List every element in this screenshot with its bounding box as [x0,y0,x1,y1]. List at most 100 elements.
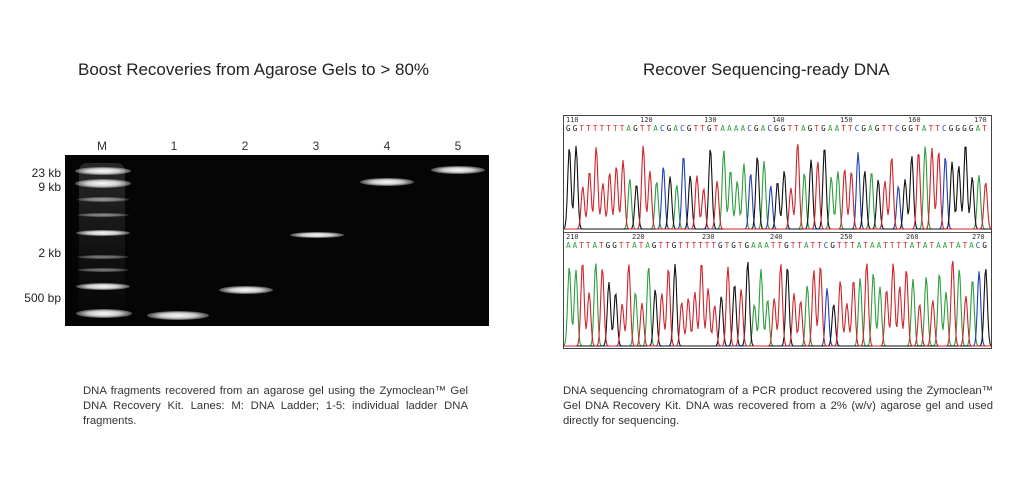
lane-5-band [431,166,485,174]
base-call: T [889,241,895,250]
base-call: C [660,124,665,133]
base-call: T [658,241,664,250]
base-call: T [698,241,703,250]
lane-3-band [290,232,344,238]
base-call: C [767,124,773,133]
base-call: T [836,241,842,250]
base-call: G [830,241,835,250]
position-label: 140 [772,116,785,124]
base-call: T [579,124,585,133]
base-call: T [915,124,920,133]
base-call: T [691,241,697,250]
base-call: T [704,241,710,250]
base-call: T [770,241,776,250]
base-call: A [909,241,915,250]
position-label: 260 [906,233,919,241]
bottom-trace [564,260,991,347]
base-call: T [903,241,908,250]
base-call: T [790,241,796,250]
base-call: T [700,124,705,133]
lane-label-2: 2 [241,139,249,153]
base-call: A [942,241,948,250]
base-call: G [784,241,789,250]
base-call: A [936,241,941,250]
base-call: G [605,241,611,250]
base-call: T [843,241,849,250]
base-call: T [599,124,605,133]
base-call: T [863,241,869,250]
base-call: G [566,124,571,133]
base-call: T [619,124,625,133]
base-call: A [803,241,809,250]
base-call: G [955,124,961,133]
base-call: A [572,241,578,250]
base-call: T [592,124,598,133]
base-call: T [797,241,802,250]
position-label: 220 [632,233,645,241]
base-call: T [810,241,816,250]
position-label: 230 [702,233,715,241]
base-call: T [586,124,591,133]
base-call: A [955,241,961,250]
base-call: A [626,124,632,133]
base-call: T [684,241,690,250]
ladder-band [77,213,129,217]
base-call: T [841,124,846,133]
base-call: T [678,241,683,250]
base-call: A [834,124,840,133]
position-label: 130 [704,116,717,124]
lane-1-band [147,311,209,320]
base-call: T [881,124,887,133]
base-call: A [876,241,882,250]
trace-t [564,260,991,347]
base-call: C [854,124,860,133]
base-call: T [888,124,893,133]
base-call: T [962,241,968,250]
sequencing-caption: DNA sequencing chromatogram of a PCR pro… [563,385,993,427]
base-call: G [780,124,786,133]
base-call: G [612,241,617,250]
base-call: G [982,241,988,250]
base-call: G [666,124,672,133]
base-call: G [651,241,657,250]
base-call: G [572,124,578,133]
base-call: T [693,124,699,133]
base-call: A [653,124,658,133]
position-label: 270 [972,233,985,241]
base-call: T [848,124,853,133]
base-call: A [975,124,981,133]
base-call: T [916,241,921,250]
base-call: G [686,124,692,133]
base-call: T [585,241,591,250]
ladder-band [77,197,129,202]
base-call: T [896,241,902,250]
ladder-band [76,283,130,290]
base-call: T [599,241,604,250]
base-call: G [807,124,813,133]
position-label: 240 [770,233,783,241]
base-call: G [633,124,638,133]
position-label: 160 [908,116,921,124]
base-call: T [935,124,940,133]
base-call: A [727,124,732,133]
base-call: A [827,124,833,133]
base-call: T [814,124,820,133]
position-label: 170 [974,116,987,124]
base-call: T [665,241,670,250]
base-call: G [671,241,677,250]
base-call: G [908,124,914,133]
base-call: G [754,124,759,133]
base-call: A [673,124,679,133]
base-call: T [883,241,888,250]
base-call: A [969,241,974,250]
base-call: T [777,241,783,250]
top-trace [564,144,991,230]
base-call: G [901,124,907,133]
lane-4-band [360,178,414,186]
position-label: 120 [640,116,653,124]
bottom-position-ruler: 210 220 230 240 250 260 270 [566,233,989,242]
